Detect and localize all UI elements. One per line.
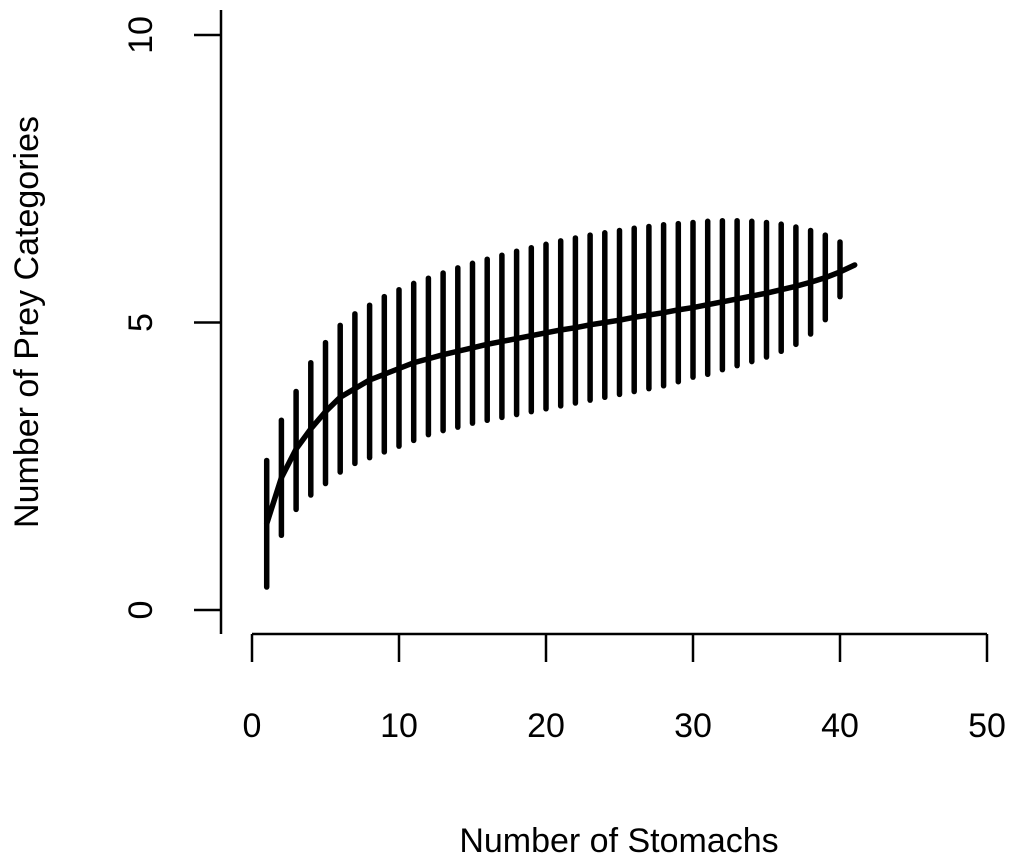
x-tick-label: 50 xyxy=(968,707,1006,745)
x-tick-label: 40 xyxy=(821,707,859,745)
y-ticks-group: 0 5 10 xyxy=(122,16,221,619)
y-tick-label: 10 xyxy=(122,16,160,54)
y-tick-label: 0 xyxy=(122,601,160,620)
error-bars-group xyxy=(263,217,843,590)
x-ticks-group: 0 10 20 30 40 50 xyxy=(243,634,1006,745)
mean-curve-line xyxy=(263,262,858,527)
x-tick-label: 30 xyxy=(674,707,712,745)
x-axis-label: Number of Stomachs xyxy=(459,822,778,858)
x-tick-label: 20 xyxy=(527,707,565,745)
x-tick-label: 10 xyxy=(380,707,418,745)
y-axis-label: Number of Prey Categories xyxy=(8,116,46,528)
x-tick-label: 0 xyxy=(243,707,262,745)
y-tick-label: 5 xyxy=(122,313,160,332)
